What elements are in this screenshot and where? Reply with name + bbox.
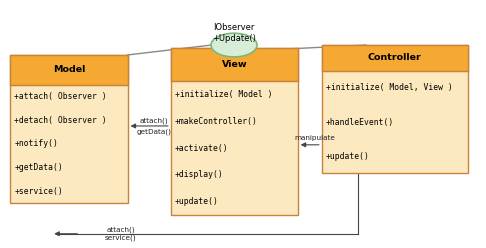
Text: service(): service() <box>105 235 137 242</box>
Bar <box>171 48 298 81</box>
Text: +makeController(): +makeController() <box>174 117 258 126</box>
Text: +notify(): +notify() <box>14 139 58 148</box>
Text: +initialize( Model, View ): +initialize( Model, View ) <box>326 83 452 92</box>
Bar <box>10 55 128 85</box>
Text: +activate(): +activate() <box>174 144 228 153</box>
Text: +update(): +update() <box>326 152 369 161</box>
Text: +display(): +display() <box>174 170 224 180</box>
Text: +handleEvent(): +handleEvent() <box>326 118 394 126</box>
Text: attach(): attach() <box>139 117 168 124</box>
Text: +detach( Observer ): +detach( Observer ) <box>14 116 107 124</box>
Text: manipulate: manipulate <box>294 135 335 141</box>
Text: attach(): attach() <box>106 226 135 233</box>
Bar <box>322 45 468 71</box>
Text: Model: Model <box>53 65 85 74</box>
Text: View: View <box>222 60 247 69</box>
Bar <box>10 55 128 203</box>
Circle shape <box>211 33 257 57</box>
Text: +attach( Observer ): +attach( Observer ) <box>14 92 107 101</box>
Text: +service(): +service() <box>14 186 63 196</box>
Text: +update(): +update() <box>174 197 219 206</box>
Text: getData(): getData() <box>137 128 172 135</box>
Text: Controller: Controller <box>368 53 422 62</box>
Text: IObserver: IObserver <box>213 23 255 32</box>
Bar <box>171 48 298 215</box>
Bar <box>322 45 468 173</box>
Text: +Update(): +Update() <box>212 34 256 43</box>
Text: +initialize( Model ): +initialize( Model ) <box>174 90 272 99</box>
Text: +getData(): +getData() <box>14 163 63 172</box>
